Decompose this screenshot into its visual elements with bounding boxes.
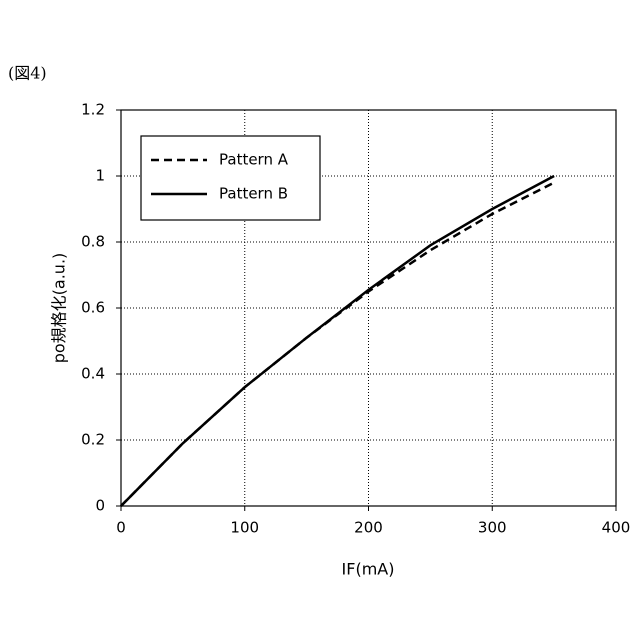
y-axis-label: po規格化(a.u.) <box>50 253 69 364</box>
y-tick-label: 0.8 <box>81 233 105 251</box>
x-tick-label: 100 <box>230 519 259 537</box>
legend-label: Pattern A <box>219 151 289 169</box>
y-tick-label: 0.6 <box>81 299 105 317</box>
y-tick-label: 1.2 <box>81 101 105 119</box>
chart: (図4) IF(mA) po規格化(a.u.) 0 0.2 0.4 0.6 0.8 1 1.… <box>0 0 640 640</box>
x-tick-label: 200 <box>354 519 383 537</box>
x-tick-label: 0 <box>116 519 126 537</box>
figure-label: (図4) <box>8 64 47 83</box>
legend-label: Pattern B <box>219 185 288 203</box>
y-tick-label: 0.4 <box>81 365 105 383</box>
series-line <box>121 176 554 506</box>
x-axis-label: IF(mA) <box>342 560 395 579</box>
legend-box <box>141 136 320 220</box>
y-tick-label: 1 <box>95 167 105 185</box>
y-tick-label: 0 <box>95 497 105 515</box>
y-tick-label: 0.2 <box>81 431 105 449</box>
x-tick-label: 400 <box>602 519 631 537</box>
x-tick-label: 300 <box>478 519 507 537</box>
series-line <box>121 183 554 506</box>
